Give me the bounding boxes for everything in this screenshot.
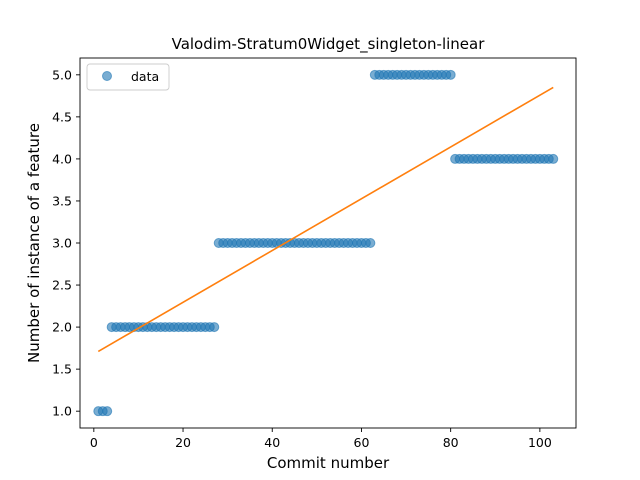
y-tick-label: 3.5 (52, 193, 72, 208)
data-point (209, 322, 220, 333)
legend-marker-data (102, 71, 112, 81)
y-tick-label: 4.0 (52, 151, 72, 166)
y-tick-label: 1.5 (52, 362, 72, 377)
data-point (102, 406, 113, 417)
x-tick-label: 20 (175, 435, 191, 450)
data-point (365, 238, 376, 248)
linear-fit-line (97, 86, 554, 353)
x-tick-label: 80 (443, 435, 459, 450)
y-tick-label: 4.5 (52, 109, 72, 124)
y-tick-label: 5.0 (52, 67, 72, 82)
y-axis-label: Number of instance of a feature (25, 123, 43, 363)
y-axis: 1.0 1.5 2.0 2.5 3.0 3.5 4.0 4.5 5.0 (52, 67, 80, 419)
x-tick-label: 100 (528, 435, 552, 450)
x-tick-label: 0 (90, 435, 98, 450)
data-point (548, 153, 559, 164)
plot-area (93, 69, 559, 417)
legend: data (86, 63, 170, 91)
y-tick-label: 1.0 (52, 404, 72, 419)
y-tick-label: 2.5 (52, 278, 72, 293)
legend-label-data: data (131, 69, 159, 84)
chart-title: Valodim-Stratum0Widget_singleton-linear (172, 35, 486, 54)
y-tick-label: 3.0 (52, 236, 72, 251)
data-point (445, 69, 456, 80)
x-tick-label: 40 (264, 435, 280, 450)
x-axis-label: Commit number (267, 454, 390, 472)
x-axis: 0 20 40 60 80 100 (90, 428, 552, 450)
legend-box (86, 63, 170, 91)
y-tick-label: 2.0 (52, 320, 72, 335)
x-tick-label: 60 (354, 435, 370, 450)
